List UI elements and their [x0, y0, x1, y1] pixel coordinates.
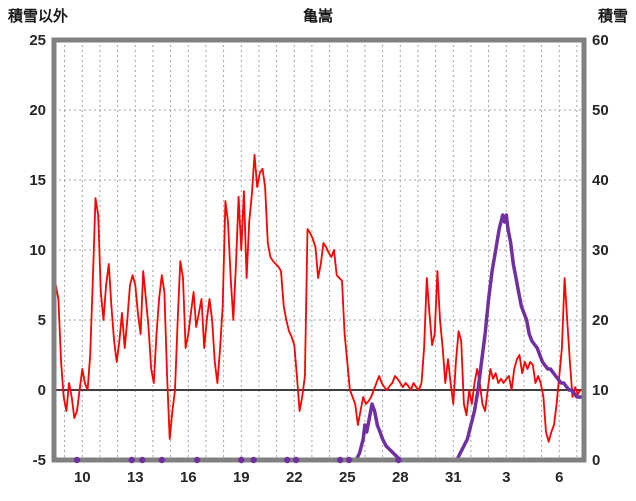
- snow-zero-marker: [395, 456, 402, 464]
- x-axis-tick-label: 28: [392, 469, 409, 486]
- snow-zero-marker: [139, 456, 146, 464]
- left-axis-tick-label: 0: [38, 382, 46, 399]
- left-axis-tick-label: 25: [29, 32, 46, 49]
- left-axis-tick-label: 10: [29, 242, 46, 259]
- right-axis-tick-label: 30: [592, 242, 609, 259]
- x-axis-tick-label: 6: [555, 469, 563, 486]
- left-axis-tick-label: 20: [29, 102, 46, 119]
- snow-zero-marker: [73, 456, 81, 464]
- right-axis-tick-label: 20: [592, 312, 609, 329]
- left-axis-tick-label: 5: [38, 312, 46, 329]
- plot-border: [51, 37, 587, 463]
- right-axis-tick-label: 60: [592, 32, 609, 49]
- x-axis-tick-label: 13: [127, 469, 144, 486]
- left-axis-tick-label: -5: [33, 452, 46, 469]
- snow-zero-marker: [337, 456, 344, 464]
- x-axis-tick-label: 25: [339, 469, 356, 486]
- x-axis-tick-label: 31: [445, 469, 462, 486]
- right-axis-tick-label: 10: [592, 382, 609, 399]
- snow-zero-marker: [250, 456, 257, 464]
- snow-zero-marker: [128, 456, 135, 464]
- right-axis-title: 積雪: [597, 8, 628, 25]
- right-axis-tick-label: 40: [592, 172, 609, 189]
- right-axis-tick-label: 0: [592, 452, 600, 469]
- snow-zero-marker: [292, 456, 300, 464]
- x-axis-tick-label: 22: [286, 469, 303, 486]
- right-axis-tick-label: 50: [592, 102, 609, 119]
- chart-title: 亀嵩: [302, 8, 333, 25]
- x-axis-tick-label: 10: [74, 469, 91, 486]
- x-axis-tick-label: 3: [502, 469, 510, 486]
- snow-zero-marker: [345, 456, 353, 464]
- temperature-line: [53, 153, 582, 443]
- x-axis-tick-label: 16: [180, 469, 197, 486]
- snow-zero-marker: [193, 456, 201, 464]
- left-axis-title: 積雪以外: [8, 8, 69, 25]
- x-axis-tick-label: 19: [233, 469, 250, 486]
- snow-zero-marker: [284, 456, 291, 464]
- snow-zero-marker: [158, 456, 165, 464]
- snow-zero-marker: [238, 456, 245, 464]
- left-axis-tick-label: 15: [29, 172, 46, 189]
- snow-depth-line: [52, 213, 584, 462]
